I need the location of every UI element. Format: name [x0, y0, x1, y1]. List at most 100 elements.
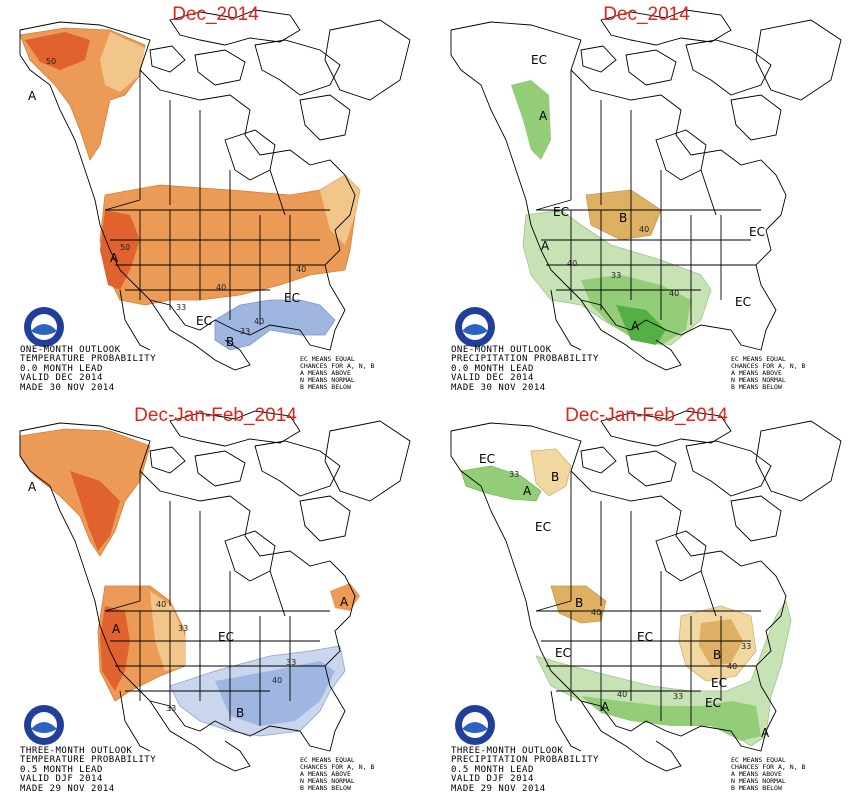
caption-line-4: VALID DEC 2014 [20, 373, 103, 383]
caption-line-1: THREE-MONTH OUTLOOK [451, 745, 564, 756]
label-ec1: EC [196, 314, 212, 328]
map-dec-precipitation: EC A EC B EC A EC A 40 40 33 40 [450, 9, 842, 371]
caption-line-2: TEMPERATURE PROBABILITY [20, 354, 157, 364]
legend-line-4: N MEANS NORMAL [300, 777, 355, 785]
caption-line-4: VALID DJF 2014 [20, 774, 103, 784]
label-a2: A [541, 239, 550, 253]
label-a2: A [601, 700, 610, 714]
caption-line-2: PRECIPITATION PROBABILITY [451, 354, 599, 364]
contour-n1: 33 [509, 470, 519, 479]
legend-line-2: CHANCES FOR A, N, B [731, 362, 806, 370]
contour-n4: 40 [296, 265, 306, 274]
wet-region-alaska [460, 465, 542, 502]
label-ec2: EC [284, 291, 300, 305]
label-a1: A [523, 484, 532, 498]
label-b2: B [575, 596, 583, 610]
noaa-logo-icon [455, 705, 495, 745]
above-region-west-dark [100, 606, 130, 691]
legend-line-1: EC MEANS EQUAL [300, 756, 355, 764]
legend-line-5: B MEANS BELOW [300, 383, 351, 391]
label-ec5: EC [705, 696, 721, 710]
panel-title: Dec-Jan-Feb_2014 [134, 405, 297, 426]
above-region-alaska-light [100, 32, 145, 92]
contour-n4: 40 [272, 676, 282, 685]
label-a3: A [761, 726, 770, 740]
caption-line-4: VALID DEC 2014 [451, 373, 534, 383]
legend-line-5: B MEANS BELOW [731, 784, 782, 792]
caption-block: ONE-MONTH OUTLOOK PRECIPITATION PROBABILI… [451, 344, 599, 394]
label-ec2: EC [535, 520, 551, 534]
dry-region-alaska [530, 448, 572, 497]
panel-dec-precipitation: EC A EC B EC A EC A 40 40 33 40 Dec_2014… [431, 0, 862, 401]
above-region-west-dark [100, 210, 140, 290]
caption-line-1: THREE-MONTH OUTLOOK [20, 745, 133, 756]
wet-region-gulf [581, 696, 761, 741]
contour-n4: 40 [669, 289, 679, 298]
label-a3: A [631, 319, 640, 333]
caption-line-5: MADE 29 NOV 2014 [20, 783, 115, 794]
caption-line-2: TEMPERATURE PROBABILITY [20, 755, 157, 765]
caption-line-4: VALID DJF 2014 [451, 774, 534, 784]
caption-line-3: 0.0 MONTH LEAD [20, 363, 103, 374]
below-region-southeast [214, 299, 336, 351]
noaa-logo-icon [455, 307, 495, 347]
above-region-alaska-dark [25, 32, 90, 70]
legend-line-4: N MEANS NORMAL [731, 777, 786, 785]
above-region-east-light [320, 175, 360, 245]
panel-title: Dec-Jan-Feb_2014 [565, 405, 728, 426]
label-ec4: EC [735, 295, 751, 309]
label-b3: B [713, 648, 721, 662]
map-djf-precipitation: EC A B EC B EC EC B A EC A EC 33 40 40 3… [450, 410, 842, 772]
label-a1: A [539, 109, 548, 123]
contour-n3: 33 [166, 704, 176, 713]
panel-title: Dec_2014 [603, 4, 690, 25]
noaa-logo-icon [24, 307, 64, 347]
label-ec1: EC [531, 53, 547, 67]
legend-line-4: N MEANS NORMAL [731, 376, 786, 384]
label-b1: B [619, 211, 627, 225]
contour-n3: 40 [617, 690, 627, 699]
legend-line-5: B MEANS BELOW [731, 383, 782, 391]
caption-block: THREE-MONTH OUTLOOK TEMPERATURE PROBABILI… [20, 745, 157, 795]
label-a1: A [28, 480, 37, 494]
label-ec3: EC [749, 225, 765, 239]
label-a2: A [110, 251, 119, 265]
legend-line-5: B MEANS BELOW [300, 784, 351, 792]
contour-n7: 40 [254, 317, 264, 326]
caption-line-1: ONE-MONTH OUTLOOK [451, 344, 552, 355]
legend-line-4: N MEANS NORMAL [300, 376, 355, 384]
legend-line-2: CHANCES FOR A, N, B [731, 763, 806, 771]
legend-line-3: A MEANS ABOVE [731, 770, 782, 778]
legend-line-2: CHANCES FOR A, N, B [300, 763, 375, 771]
above-region-alaska-dark [70, 471, 120, 551]
contour-n6: 33 [240, 327, 250, 336]
caption-line-3: 0.5 MONTH LEAD [20, 764, 103, 775]
label-ec4: EC [637, 630, 653, 644]
contour-n1: 40 [156, 600, 166, 609]
label-ec2: EC [553, 205, 569, 219]
label-b1: B [236, 706, 244, 720]
caption-block: ONE-MONTH OUTLOOK TEMPERATURE PROBABILITY… [20, 345, 157, 394]
label-ec1: EC [218, 630, 234, 644]
contour-n4: 33 [673, 692, 683, 701]
panel-djf-precipitation: EC A B EC B EC EC B A EC A EC 33 40 40 3… [431, 401, 862, 802]
caption-line-5: MADE 29 NOV 2014 [451, 783, 546, 794]
caption-block: THREE-MONTH OUTLOOK PRECIPITATION PROBABI… [451, 745, 599, 795]
panel-title: Dec_2014 [172, 4, 259, 25]
legend-line-3: A MEANS ABOVE [731, 369, 782, 377]
label-b1: B [551, 470, 559, 484]
legend-line-2: CHANCES FOR A, N, B [300, 362, 375, 370]
legend-line-1: EC MEANS EQUAL [731, 355, 786, 363]
legend-line-3: A MEANS ABOVE [300, 369, 351, 377]
contour-n5: 33 [286, 658, 296, 667]
wet-region-alaska [511, 80, 551, 160]
wet-region-texas-dark [616, 305, 666, 345]
noaa-logo-icon [24, 705, 64, 745]
contour-n2: 50 [120, 243, 130, 252]
caption-line-5: MADE 30 NOV 2014 [20, 382, 115, 393]
contour-n2: 40 [591, 608, 601, 617]
